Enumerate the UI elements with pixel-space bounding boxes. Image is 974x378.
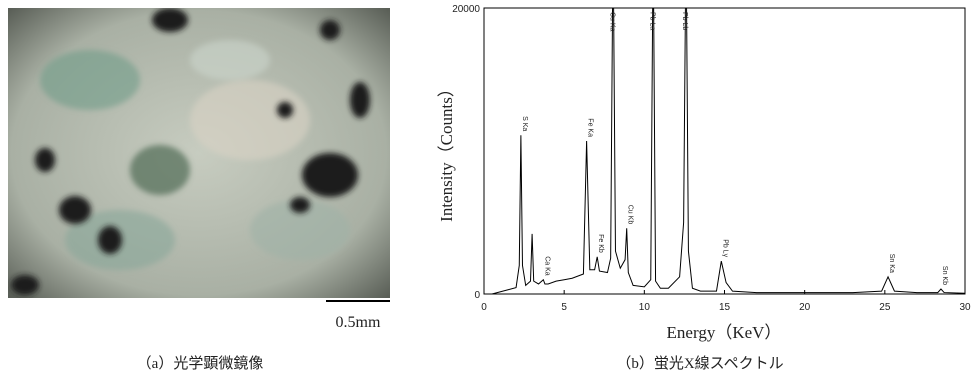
peak-label: Cu Ka (608, 12, 615, 32)
plot-area (484, 8, 965, 294)
y-tick-label: 20000 (452, 4, 480, 15)
peak-label: Fe Kb (597, 234, 604, 253)
spectrum-line (484, 8, 965, 294)
peak-label: Pb Lγ (721, 239, 728, 257)
x-tick-label: 15 (719, 302, 731, 313)
x-tick-label: 20 (799, 302, 811, 313)
micrograph (8, 8, 390, 298)
scale-label: 0.5mm (336, 314, 381, 331)
peak-label: Sn Ka (888, 254, 895, 273)
x-axis-label: Energy（KeV） (667, 323, 782, 342)
x-tick-label: 5 (561, 302, 567, 313)
x-tick-label: 10 (639, 302, 651, 313)
peak-label: Sn Kb (941, 266, 948, 285)
peak-label: Fe Ka (587, 118, 594, 137)
peak-label: Ca Ka (543, 256, 550, 276)
caption: （a）光学顕微鏡像 (137, 354, 264, 372)
caption: （b）蛍光X線スペクトル (616, 355, 783, 372)
x-tick-label: 25 (879, 302, 891, 313)
x-tick-label: 30 (959, 302, 971, 313)
x-tick-label: 0 (481, 302, 487, 313)
peak-label: Pb Lb (681, 12, 688, 30)
peak-label: Pb La (648, 12, 655, 30)
peak-label: S Ka (521, 116, 528, 131)
peak-label: Cu Kb (627, 205, 634, 225)
y-axis-label: Intensity（Counts） (437, 80, 456, 222)
y-tick-label: 0 (474, 290, 480, 301)
